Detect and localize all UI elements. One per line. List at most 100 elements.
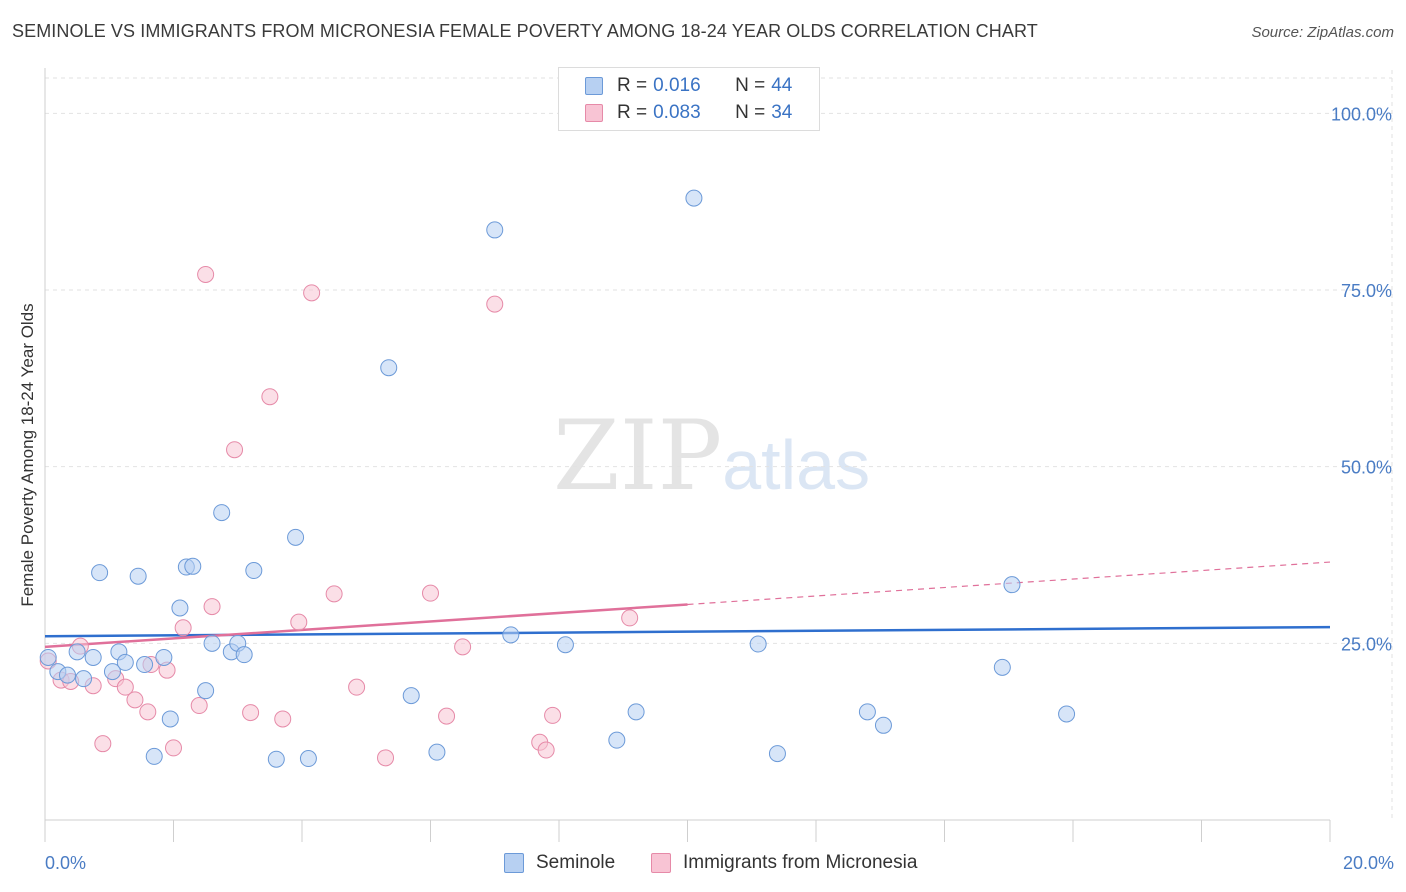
seminole-trend-line [44,625,1331,638]
legend-row-seminole: R = 0.016 N = 44 [585,74,792,98]
legend-series: Seminole Immigrants from Micronesia [0,852,1406,878]
x-tick-label: 0.0% [45,853,86,873]
seminole-point [627,703,645,721]
seminole-point [171,599,189,617]
micronesia-point [377,749,395,767]
y-tick-label: 25.0% [1341,634,1392,654]
seminole-point [486,221,504,239]
seminole-point [91,564,109,582]
legend-stats: R = 0.016 N = 44 R = 0.083 N = 34 [558,67,820,131]
micronesia-point [190,697,208,715]
micronesia-point [422,584,439,602]
micronesia-point [621,609,639,627]
y-tick-label: 75.0% [1341,281,1392,301]
r-value: 0.083 [653,102,701,123]
seminole-point [874,716,892,734]
chart-title: SEMINOLE VS IMMIGRANTS FROM MICRONESIA F… [12,21,1038,41]
seminole-point [608,731,626,749]
axis-layer [44,68,1331,842]
micronesia-point [544,706,562,724]
r-label: R = [617,102,648,123]
micronesia-trend-line [44,603,688,649]
seminole-point [213,504,231,522]
seminole-point [299,750,317,768]
micronesia-point [203,598,221,616]
seminole-point [287,528,305,546]
micronesia-point [325,585,343,603]
micronesia-point [197,265,215,283]
micronesia-point [116,678,134,696]
micronesia-point [438,707,456,725]
legend-label-seminole: Seminole [536,852,616,873]
micronesia-point [174,619,192,637]
seminole-point [155,648,173,666]
micronesia-point [226,441,244,459]
r-value: 0.016 [653,75,701,96]
micronesia-swatch [651,853,671,873]
seminole-point [203,634,221,652]
seminole-point [129,567,147,585]
micronesia-point [261,388,279,406]
seminole-point [103,663,121,681]
micronesia-swatch [585,104,603,122]
seminole-point [116,653,134,671]
seminole-point [184,557,202,575]
seminole-point [993,658,1011,676]
x-tick-label: 20.0% [1343,853,1394,873]
seminole-point [145,747,163,765]
seminole-point [402,687,420,705]
y-tick-label: 50.0% [1341,458,1392,478]
seminole-point [39,648,57,666]
seminole-point [858,703,876,721]
seminole-point [380,359,398,377]
seminole-point [136,656,154,674]
seminole-point [75,670,93,688]
seminole-point [556,636,574,654]
seminole-point [245,562,263,580]
legend-label-micronesia: Immigrants from Micronesia [683,852,918,873]
seminole-point [58,666,76,684]
legend-item-micronesia: Immigrants from Micronesia [651,852,917,874]
micronesia-point [303,284,321,302]
seminole-point [235,646,253,664]
micronesia-point [274,710,292,728]
legend-item-seminole: Seminole [504,852,615,874]
n-value: 44 [771,75,793,96]
micronesia-point [486,295,504,313]
label-layer: 25.0% 50.0% 75.0% 100.0% 0.0% 20.0% [45,104,1394,873]
seminole-point [84,648,102,666]
micronesia-point [242,704,260,722]
seminole-swatch [585,77,603,95]
r-label: R = [617,75,648,96]
watermark-zip: ZIP [553,400,723,512]
n-label: N = [735,75,766,96]
micronesia-point [454,638,472,656]
seminole-point [749,635,767,653]
point-layer [39,189,1076,768]
micronesia-point [165,739,182,757]
seminole-swatch [504,853,524,873]
trend-layer [44,561,1331,649]
micronesia-point [290,613,308,631]
seminole-point [267,750,285,768]
seminole-point [428,743,446,761]
legend-row-micronesia: R = 0.083 N = 34 [585,101,792,125]
micronesia-point [139,703,157,721]
micronesia-point [94,735,112,753]
seminole-point [768,745,786,763]
seminole-point [1003,576,1021,594]
y-tick-label: 100.0% [1331,104,1392,124]
watermark: ZIPatlas [553,400,870,512]
seminole-point [161,710,179,728]
seminole-point [68,643,86,661]
seminole-point [502,626,520,644]
n-value: 34 [771,102,793,123]
seminole-point [1058,705,1076,723]
source-credit: Source: ZipAtlas.com [1251,24,1394,41]
seminole-point [685,189,703,207]
watermark-atlas: atlas [722,426,871,504]
n-label: N = [735,102,766,123]
micronesia-point [348,678,366,696]
seminole-point [197,682,215,700]
